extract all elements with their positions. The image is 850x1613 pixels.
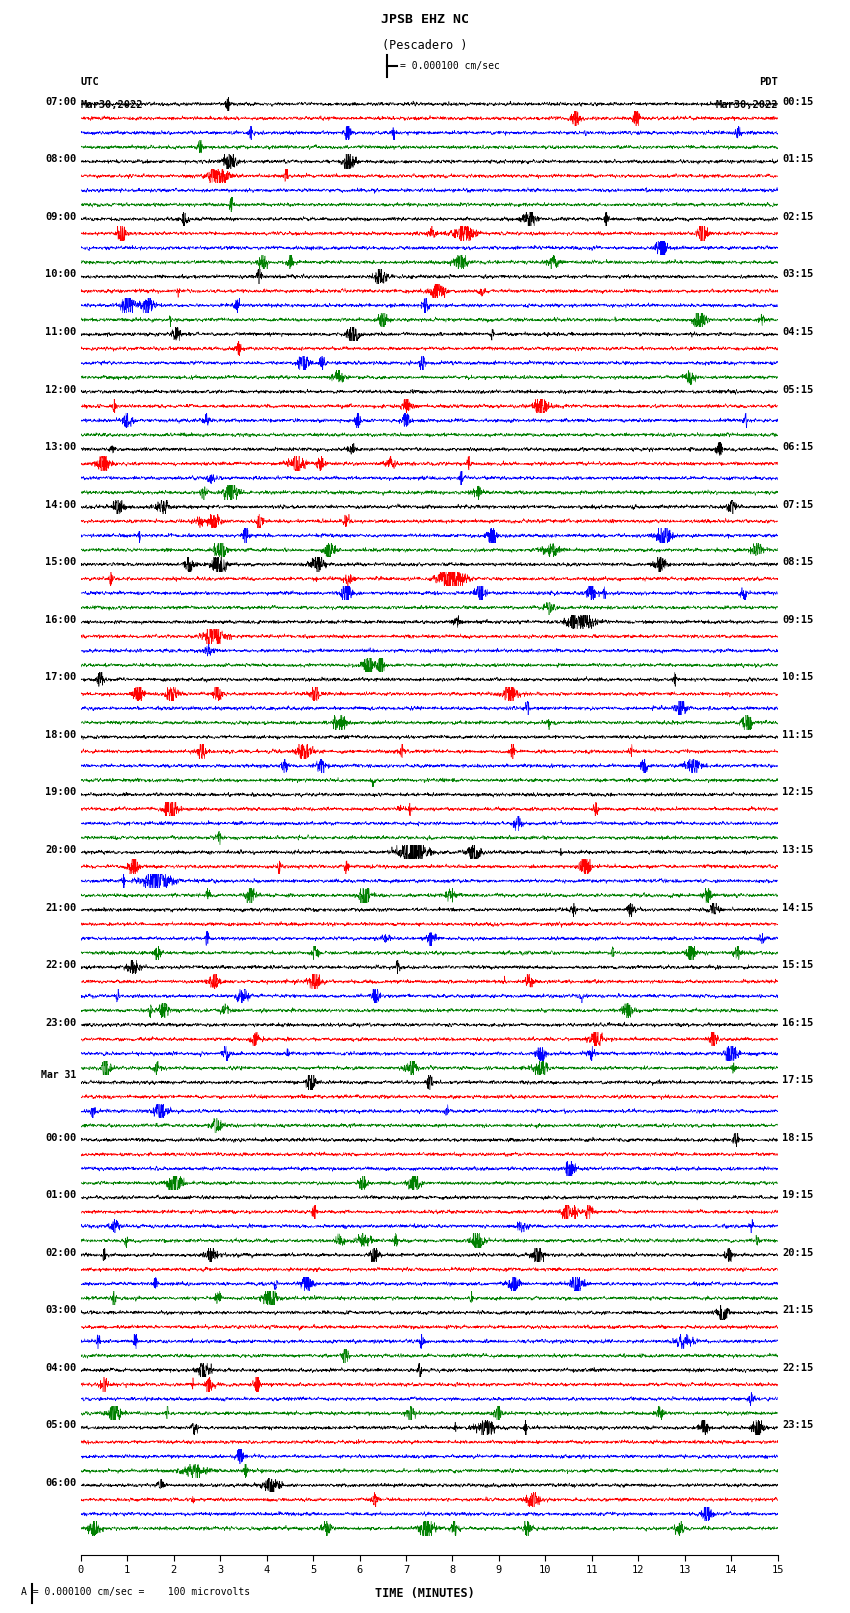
Text: 23:00: 23:00: [45, 1018, 76, 1027]
Text: 15:15: 15:15: [782, 960, 813, 969]
Text: 23:15: 23:15: [782, 1421, 813, 1431]
Text: 13:00: 13:00: [45, 442, 76, 452]
Text: 09:00: 09:00: [45, 211, 76, 223]
Text: 02:00: 02:00: [45, 1248, 76, 1258]
Text: 04:15: 04:15: [782, 327, 813, 337]
Text: 06:15: 06:15: [782, 442, 813, 452]
Text: 01:00: 01:00: [45, 1190, 76, 1200]
Text: 06:00: 06:00: [45, 1478, 76, 1489]
Text: 17:15: 17:15: [782, 1076, 813, 1086]
Text: 00:00: 00:00: [45, 1132, 76, 1142]
Text: 10:00: 10:00: [45, 269, 76, 279]
Text: Mar30,2022: Mar30,2022: [715, 100, 778, 110]
Text: 03:00: 03:00: [45, 1305, 76, 1315]
Text: 11:00: 11:00: [45, 327, 76, 337]
Text: 07:15: 07:15: [782, 500, 813, 510]
Text: = 0.000100 cm/sec: = 0.000100 cm/sec: [400, 61, 499, 71]
Text: 19:00: 19:00: [45, 787, 76, 797]
Text: PDT: PDT: [759, 77, 778, 87]
Text: 10:15: 10:15: [782, 673, 813, 682]
Text: 22:15: 22:15: [782, 1363, 813, 1373]
Text: 18:15: 18:15: [782, 1132, 813, 1142]
Text: 03:15: 03:15: [782, 269, 813, 279]
Text: 17:00: 17:00: [45, 673, 76, 682]
Text: 18:00: 18:00: [45, 729, 76, 740]
Text: 22:00: 22:00: [45, 960, 76, 969]
Text: 12:00: 12:00: [45, 384, 76, 395]
Text: A = 0.000100 cm/sec =    100 microvolts: A = 0.000100 cm/sec = 100 microvolts: [21, 1587, 251, 1597]
Text: 01:15: 01:15: [782, 155, 813, 165]
Text: 09:15: 09:15: [782, 615, 813, 624]
Text: 05:15: 05:15: [782, 384, 813, 395]
Text: 07:00: 07:00: [45, 97, 76, 106]
Text: 20:00: 20:00: [45, 845, 76, 855]
Text: 21:00: 21:00: [45, 903, 76, 913]
Text: 00:15: 00:15: [782, 97, 813, 106]
Text: 12:15: 12:15: [782, 787, 813, 797]
Text: Mar30,2022: Mar30,2022: [81, 100, 144, 110]
Text: JPSB EHZ NC: JPSB EHZ NC: [381, 13, 469, 26]
Text: 05:00: 05:00: [45, 1421, 76, 1431]
Text: 19:15: 19:15: [782, 1190, 813, 1200]
Text: 08:00: 08:00: [45, 155, 76, 165]
Text: 02:15: 02:15: [782, 211, 813, 223]
Text: 20:15: 20:15: [782, 1248, 813, 1258]
Text: 15:00: 15:00: [45, 556, 76, 568]
Text: 08:15: 08:15: [782, 556, 813, 568]
Text: 16:15: 16:15: [782, 1018, 813, 1027]
Text: 14:00: 14:00: [45, 500, 76, 510]
Text: Mar 31: Mar 31: [42, 1069, 76, 1081]
Text: 21:15: 21:15: [782, 1305, 813, 1315]
Text: (Pescadero ): (Pescadero ): [382, 39, 468, 52]
Text: 04:00: 04:00: [45, 1363, 76, 1373]
Text: TIME (MINUTES): TIME (MINUTES): [375, 1587, 475, 1600]
Text: 16:00: 16:00: [45, 615, 76, 624]
Text: 14:15: 14:15: [782, 903, 813, 913]
Text: 13:15: 13:15: [782, 845, 813, 855]
Text: 11:15: 11:15: [782, 729, 813, 740]
Text: UTC: UTC: [81, 77, 99, 87]
